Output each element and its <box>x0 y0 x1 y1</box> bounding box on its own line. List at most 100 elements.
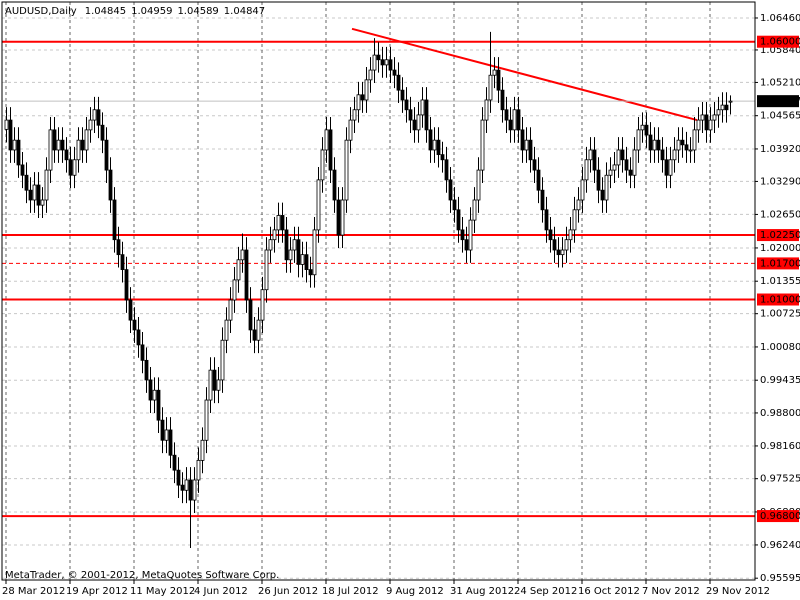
candle-body <box>640 124 645 131</box>
candle-body <box>208 369 213 401</box>
candle-body <box>200 439 205 461</box>
candle-body <box>524 139 529 151</box>
candle-body <box>472 199 477 221</box>
candle-body <box>76 139 81 161</box>
candle-body <box>652 139 657 151</box>
candle-body <box>204 399 209 441</box>
level-label: 1.06000 <box>760 37 800 48</box>
y-tick-label: 1.02000 <box>760 243 800 254</box>
candle-body <box>328 129 333 171</box>
candle-body <box>248 299 253 331</box>
candle-body <box>160 419 165 441</box>
candle-body <box>20 164 25 176</box>
low-value: 1.04589 <box>177 6 218 17</box>
candle-body <box>712 114 717 121</box>
y-tick-label: 1.00725 <box>760 309 800 320</box>
candle-body <box>132 319 137 331</box>
level-label: 1.02250 <box>760 230 800 241</box>
candle-body <box>540 189 545 211</box>
candle-body <box>624 159 629 171</box>
y-tick-label: 0.99435 <box>760 375 800 386</box>
candle-body <box>444 159 449 181</box>
candle-body <box>480 119 485 171</box>
candle-body <box>176 469 181 486</box>
candle-body <box>636 129 641 151</box>
y-tick-label: 1.06460 <box>760 13 800 24</box>
candle-body <box>660 149 665 161</box>
candle-body <box>704 114 709 131</box>
candle-body <box>32 184 37 201</box>
candle-body <box>476 169 481 201</box>
candle-body <box>292 239 297 251</box>
candle-body <box>116 239 121 256</box>
candle-body <box>688 149 693 152</box>
candle-body <box>180 484 185 491</box>
candle-body <box>392 69 397 76</box>
close-value: 1.04847 <box>224 6 265 17</box>
x-tick-label: 19 Apr 2012 <box>66 586 128 597</box>
candle-body <box>148 379 153 401</box>
candle-body <box>516 109 521 131</box>
symbol: AUDUSD,Daily <box>5 6 77 17</box>
candle-body <box>500 89 505 111</box>
candle-body <box>332 169 337 201</box>
candle-body <box>40 199 45 206</box>
candle-body <box>680 139 685 146</box>
candle-body <box>372 54 377 71</box>
y-tick-label: 1.01355 <box>760 276 800 287</box>
candle-body <box>52 129 57 151</box>
open-value: 1.04845 <box>85 6 126 17</box>
candle-body <box>368 69 373 81</box>
candle-body <box>4 119 9 130</box>
candle-body <box>484 99 489 121</box>
candle-body <box>136 329 141 346</box>
y-tick-label: 1.04565 <box>760 111 800 122</box>
candle-body <box>348 119 353 141</box>
y-tick-label: 0.98160 <box>760 441 800 452</box>
candle-body <box>356 94 361 111</box>
candle-body <box>536 169 541 191</box>
candle-body <box>604 174 609 201</box>
x-tick-label: 29 Nov 2012 <box>706 586 770 597</box>
candle-body <box>300 254 305 265</box>
level-label: 1.01700 <box>760 258 800 269</box>
candle-body <box>508 119 513 131</box>
candle-body <box>60 139 65 151</box>
candle-body <box>460 229 465 241</box>
candle-body <box>612 164 617 171</box>
candle-body <box>436 139 441 156</box>
candle-body <box>96 109 101 126</box>
candle-body <box>128 299 133 321</box>
x-tick-label: 18 Jul 2012 <box>322 586 379 597</box>
candle-body <box>224 319 229 341</box>
candle-body <box>720 104 725 111</box>
candle-body <box>168 429 173 456</box>
candle-body <box>156 389 161 421</box>
y-tick-label: 0.96240 <box>760 540 800 551</box>
candle-body <box>232 279 237 301</box>
candle-body <box>556 249 561 256</box>
candle-body <box>528 139 533 161</box>
candle-body <box>188 479 193 501</box>
candle-body <box>340 199 345 236</box>
candle-body <box>380 59 385 66</box>
candle-body <box>100 124 105 141</box>
candle-body <box>336 199 341 236</box>
plot-frame <box>1 1 756 581</box>
candle-body <box>308 269 313 276</box>
level-label-box <box>757 257 799 270</box>
candle-body <box>36 184 41 206</box>
candle-body <box>216 379 221 391</box>
candle-body <box>272 229 277 241</box>
candle-body <box>416 114 421 131</box>
candle-body <box>28 189 33 201</box>
candle-body <box>344 139 349 201</box>
candle-body <box>708 119 713 131</box>
x-tick-label: 4 Jun 2012 <box>194 586 248 597</box>
candle-body <box>616 149 621 166</box>
candle-body <box>144 359 149 381</box>
candle-body <box>56 139 61 151</box>
candle-body <box>240 249 245 261</box>
y-tick-label: 0.98800 <box>760 408 800 419</box>
